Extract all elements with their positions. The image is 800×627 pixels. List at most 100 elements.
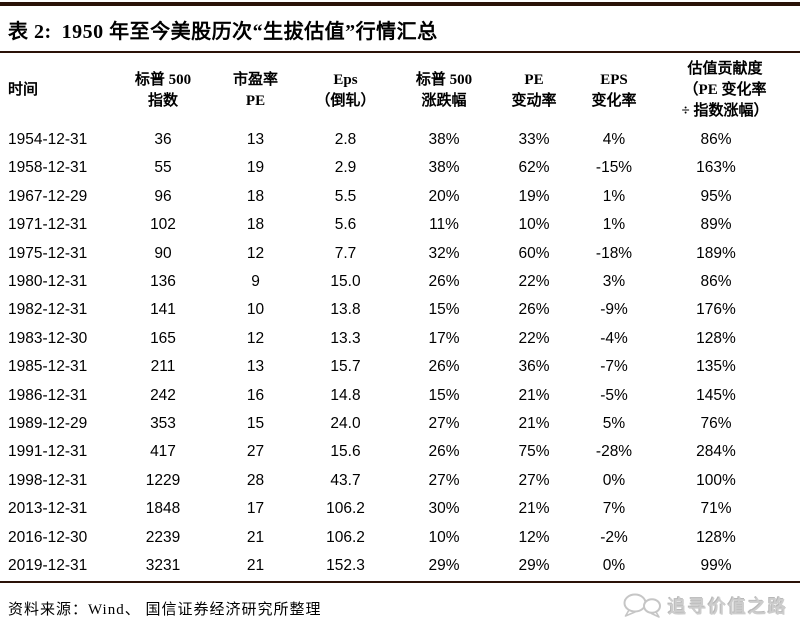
table-row: 1954-12-31 36 13 2.8 38% 33% 4% 86% (0, 126, 800, 154)
cell-sp500-index: 102 (150, 216, 176, 234)
cell-sp500-change: 29% (428, 557, 460, 575)
cell-sp500-change: 17% (428, 329, 460, 347)
cell-date: 1967-12-29 (8, 187, 88, 205)
column-header-pe-change: PE 变动率 (490, 53, 578, 126)
cell-eps: 5.5 (334, 187, 357, 205)
cell-sp500-index: 165 (150, 329, 176, 347)
cell-eps: 13.8 (330, 301, 361, 319)
cell-sp500-index: 36 (154, 131, 172, 148)
cell-valuation-contribution: 100% (696, 471, 736, 489)
cell-eps: 5.6 (334, 216, 357, 234)
cell-pe: 16 (246, 386, 265, 404)
cell-valuation-contribution: 145% (696, 386, 736, 404)
cell-eps-change: 1% (602, 216, 626, 234)
cell-sp500-change: 27% (428, 415, 460, 433)
table-header: 时间 标普 500 指数 市盈率 PE Eps （倒轧） 标普 500 涨跌幅 PE 变动率 EPS 变… (0, 53, 800, 126)
cell-valuation-contribution: 284% (696, 443, 736, 461)
cell-date: 1986-12-31 (8, 386, 88, 404)
header-line: 市盈率 (232, 71, 278, 88)
cell-sp500-change: 15% (428, 386, 460, 404)
cell-pe-change: 19% (518, 187, 550, 205)
cell-eps-change: -5% (600, 386, 628, 404)
cell-date: 1983-12-30 (8, 329, 88, 347)
cell-eps-change: 4% (602, 131, 626, 148)
cell-pe: 19 (246, 159, 265, 177)
cell-date: 1998-12-31 (8, 471, 88, 489)
table-row: 1985-12-31 211 13 15.7 26% 36% -7% 135% (0, 353, 800, 381)
cell-sp500-index: 242 (150, 386, 176, 404)
cell-valuation-contribution: 76% (700, 415, 732, 433)
table-body: 1954-12-31 36 13 2.8 38% 33% 4% 86% 1958-12-31 55… (0, 126, 800, 581)
header-line: 涨跌幅 (421, 92, 467, 109)
cell-eps-change: 1% (602, 187, 626, 205)
column-header-date: 时间 (0, 53, 108, 126)
cell-sp500-change: 26% (428, 443, 460, 461)
cell-sp500-index: 55 (154, 159, 172, 177)
column-header-sp500-change: 标普 500 涨跌幅 (398, 53, 490, 126)
cell-sp500-index: 136 (150, 273, 176, 291)
header-line: 标普 500 (415, 71, 473, 88)
cell-eps: 15.7 (330, 358, 361, 376)
column-header-pe: 市盈率 PE (218, 53, 293, 126)
table-row: 1989-12-29 353 15 24.0 27% 21% 5% 76% (0, 410, 800, 438)
cell-sp500-index: 1848 (145, 500, 181, 518)
table-title: 表 2: 1950 年至今美股历次“生拔估值”行情汇总 (0, 6, 800, 51)
cell-eps: 43.7 (330, 471, 361, 489)
cell-eps-change: -4% (600, 329, 628, 347)
cell-sp500-change: 11% (429, 216, 459, 234)
cell-pe: 21 (246, 528, 265, 546)
watermark-text: 追寻价值之路 (668, 596, 788, 617)
cell-sp500-index: 211 (150, 358, 176, 376)
cell-sp500-change: 32% (428, 244, 460, 262)
cell-sp500-change: 38% (428, 159, 460, 177)
cell-pe-change: 21% (518, 500, 550, 518)
cell-sp500-change: 20% (428, 187, 460, 205)
cell-date: 1989-12-29 (8, 415, 88, 433)
source-note: 资料来源：Wind、 国信证券经济研究所整理 (8, 601, 322, 618)
cell-pe: 27 (246, 443, 265, 461)
table-number: 表 2: (8, 21, 52, 43)
cell-sp500-index: 3231 (145, 557, 181, 575)
column-header-sp500-index: 标普 500 指数 (108, 53, 218, 126)
cell-pe: 21 (246, 557, 265, 575)
cell-valuation-contribution: 89% (700, 216, 732, 234)
table-row: 2016-12-30 2239 21 106.2 10% 12% -2% 128% (0, 524, 800, 552)
cell-pe-change: 21% (518, 415, 550, 433)
header-line: 标普 500 (134, 71, 192, 88)
cell-valuation-contribution: 128% (696, 329, 736, 347)
table-row: 1971-12-31 102 18 5.6 11% 10% 1% 89% (0, 211, 800, 239)
table-row: 1998-12-31 1229 28 43.7 27% 27% 0% 100% (0, 467, 800, 495)
cell-date: 2013-12-31 (8, 500, 88, 518)
table-title-text: 1950 年至今美股历次“生拔估值”行情汇总 (61, 21, 438, 43)
cell-sp500-change: 26% (428, 273, 460, 291)
table-row: 1967-12-29 96 18 5.5 20% 19% 1% 95% (0, 183, 800, 211)
cell-pe: 13 (246, 358, 265, 376)
header-line: 估值贡献度 (687, 61, 763, 77)
header-line: PE (524, 71, 544, 88)
cell-valuation-contribution: 99% (700, 557, 732, 575)
cell-date: 2016-12-30 (8, 528, 88, 546)
cell-valuation-contribution: 135% (696, 358, 736, 376)
cell-sp500-index: 90 (154, 244, 172, 262)
cell-date: 1954-12-31 (8, 131, 88, 148)
watermark: 追寻价值之路 (623, 593, 788, 619)
cell-pe-change: 10% (518, 216, 550, 234)
cell-pe-change: 22% (518, 273, 550, 291)
cell-sp500-index: 141 (150, 301, 176, 319)
cell-eps: 15.0 (330, 273, 361, 291)
cell-eps: 106.2 (326, 528, 365, 546)
cell-eps: 2.9 (334, 159, 357, 177)
table-row: 1983-12-30 165 12 13.3 17% 22% -4% 128% (0, 325, 800, 353)
cell-pe-change: 26% (518, 301, 550, 319)
column-header-eps-change: EPS 变化率 (578, 53, 650, 126)
cell-valuation-contribution: 189% (696, 244, 736, 262)
cell-sp500-change: 38% (428, 131, 460, 148)
cell-eps-change: 0% (602, 471, 626, 489)
table-row: 1958-12-31 55 19 2.9 38% 62% -15% 163% (0, 154, 800, 182)
cell-eps: 2.8 (334, 131, 357, 148)
cell-pe-change: 27% (518, 471, 550, 489)
header-line: 指数 (147, 92, 178, 109)
cell-pe-change: 12% (518, 528, 550, 546)
cell-eps-change: -28% (595, 443, 633, 461)
